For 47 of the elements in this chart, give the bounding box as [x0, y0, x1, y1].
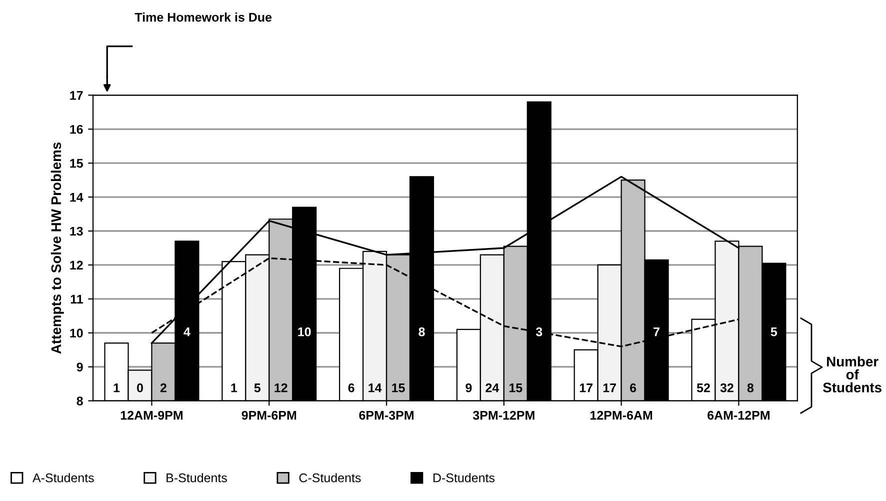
annotation: 17 — [603, 384, 616, 392]
legend-label: A-Students — [32, 473, 94, 482]
annotation: 8 — [418, 327, 425, 336]
x-tick-label: 6PM-3PM — [359, 410, 414, 420]
text: Time Homework is Due — [134, 12, 272, 22]
y-tick-label: 13 — [70, 226, 83, 236]
annotation: 5 — [254, 384, 261, 392]
annotation: 0 — [137, 383, 143, 392]
x-tick-label: 12PM-6AM — [590, 410, 652, 420]
y-tick-label: 11 — [70, 294, 83, 304]
x-tick-label: 6AM-12PM — [708, 410, 770, 420]
legend-label: B-Students — [166, 473, 227, 482]
annotation: 7 — [654, 328, 660, 336]
annotation: 15 — [509, 384, 522, 392]
annotation: 1 — [231, 384, 238, 392]
annotation: 6 — [348, 383, 354, 392]
annotation: 10 — [298, 327, 311, 336]
legend-label: D-Students — [433, 473, 495, 482]
annotation: 6 — [630, 383, 636, 392]
x-tick-label: 12AM-9PM — [120, 410, 182, 420]
annotation: 8 — [747, 383, 754, 392]
annotation: 52 — [696, 383, 710, 392]
annotation: 3 — [536, 327, 542, 336]
x-tick-label: 9PM-6PM — [242, 410, 296, 420]
y-tick-label: 10 — [70, 328, 83, 338]
y-tick-label: 8 — [76, 396, 83, 406]
text: Number of Students — [823, 356, 882, 392]
annotation: 2 — [160, 383, 166, 392]
y-axis-title: Attempts to Solve HW Problems — [50, 142, 64, 354]
legend-label: C-Students — [299, 473, 361, 482]
y-tick-label: 17 — [70, 91, 83, 100]
annotation: 15 — [392, 384, 405, 392]
annotation: 1 — [114, 384, 120, 392]
y-tick-label: 15 — [70, 159, 83, 168]
x-tick-label: 3PM-12PM — [472, 410, 534, 420]
annotation: 17 — [580, 384, 592, 392]
annotation: 9 — [466, 383, 472, 392]
y-tick-label: 14 — [70, 192, 84, 202]
annotation: 12 — [274, 383, 288, 392]
y-tick-label: 16 — [70, 124, 83, 134]
annotation: 24 — [486, 383, 500, 392]
annotation: 14 — [368, 384, 382, 392]
annotation: 32 — [720, 383, 734, 392]
annotation: 5 — [770, 328, 778, 336]
y-tick-label: 9 — [76, 362, 83, 372]
y-tick-label: 12 — [70, 260, 83, 270]
annotation: 4 — [184, 328, 190, 336]
